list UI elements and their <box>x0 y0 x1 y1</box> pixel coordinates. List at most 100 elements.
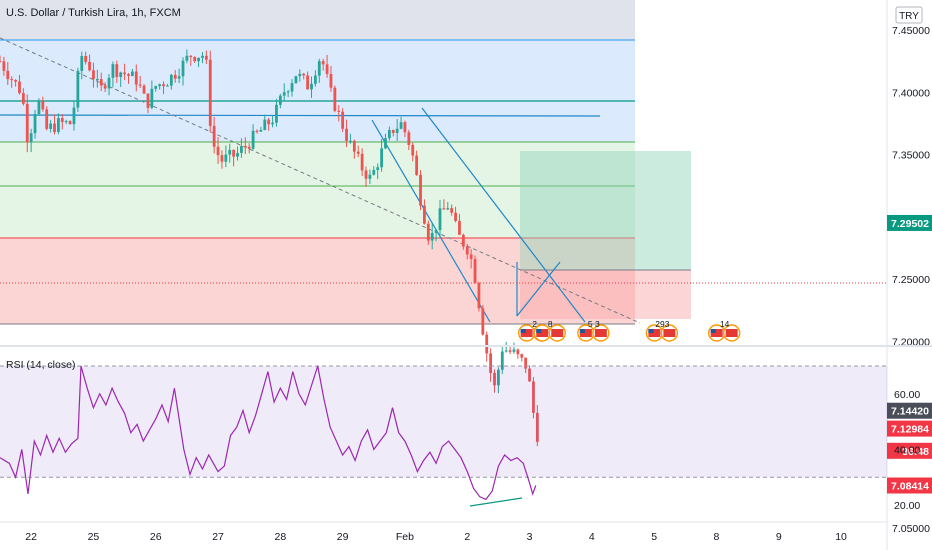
candle-body <box>380 148 383 168</box>
price-axis-ticks: 7.450007.400007.350007.250007.200007.050… <box>892 25 930 535</box>
candle-body <box>127 74 130 76</box>
candle-body <box>21 93 25 104</box>
rsi-divergence-line[interactable] <box>469 497 523 507</box>
time-tick-label: 2 <box>464 531 470 543</box>
candle-body <box>454 212 457 221</box>
us-flag-icon <box>663 329 676 337</box>
candle-body <box>197 57 200 62</box>
candle-body <box>138 84 142 86</box>
price-label-box <box>887 420 932 437</box>
fib-zone-blue <box>0 40 635 142</box>
currency-button[interactable] <box>895 6 923 24</box>
candle-body <box>95 79 99 81</box>
candle-body <box>438 208 442 231</box>
rsi-band-fill <box>0 366 887 478</box>
event-count: 5 3 <box>588 319 600 329</box>
candle-body <box>399 122 403 129</box>
candle-body <box>317 61 321 76</box>
candle-body <box>395 128 399 133</box>
candle-body <box>166 85 169 87</box>
economic-events: 2 8 5 3 293 14 <box>517 319 741 342</box>
candle-body <box>376 167 380 170</box>
candle-body <box>298 73 302 77</box>
us-flag-icon <box>536 329 549 337</box>
candle-body <box>119 72 123 78</box>
candle-body <box>247 146 251 149</box>
price-tick-label: 7.35000 <box>892 150 930 162</box>
price-label-box <box>887 442 932 459</box>
candle-body <box>321 61 325 65</box>
price-label-text: 7.14420 <box>891 406 929 418</box>
candle-body <box>528 368 531 382</box>
candle-body <box>208 59 212 126</box>
candle-body <box>450 208 454 213</box>
candle-body <box>64 121 68 123</box>
candle-body <box>236 152 239 157</box>
candle-body <box>6 70 10 80</box>
candle-body <box>0 61 2 63</box>
event-marker: 293 <box>645 319 679 342</box>
candle-body <box>216 146 220 156</box>
candle-body <box>458 220 461 235</box>
candle-body <box>524 357 528 369</box>
candle-body <box>204 55 208 60</box>
candle-body <box>201 55 204 58</box>
fib-zone-top <box>0 0 635 40</box>
candle-body <box>337 110 341 112</box>
candle-body <box>224 154 228 162</box>
candle-body <box>391 130 395 133</box>
channel-base-line-2[interactable] <box>516 261 561 317</box>
us-flag-icon <box>536 329 542 333</box>
candle-body <box>169 74 173 86</box>
channel-upper-line[interactable] <box>421 107 586 323</box>
currency-label: TRY <box>899 11 919 22</box>
candle-body <box>345 128 348 141</box>
candle-body <box>142 85 146 94</box>
price-tick-label: 7.45000 <box>892 25 930 37</box>
event-marker: 14 <box>707 319 741 342</box>
candle-body <box>49 123 53 129</box>
us-flag-icon <box>648 329 654 333</box>
candle-body <box>2 61 6 71</box>
us-flag-icon <box>520 329 533 337</box>
candle-body <box>84 56 88 62</box>
position-stop-zone[interactable] <box>520 270 691 319</box>
candle-body <box>72 107 76 125</box>
candle-body <box>313 75 317 84</box>
candle-body <box>446 208 450 210</box>
candle-body <box>181 60 185 77</box>
position-target-zone[interactable] <box>520 151 691 270</box>
candle-body <box>267 119 271 125</box>
candle-body <box>481 308 485 335</box>
candle-body <box>88 61 91 71</box>
time-tick-label: 27 <box>212 531 224 543</box>
candle-body <box>415 155 419 175</box>
rsi-tick-label: 20.00 <box>894 500 920 512</box>
rsi-label: RSI (14, close) <box>6 359 75 371</box>
candle-body <box>294 76 298 84</box>
channel-lower-line[interactable] <box>371 119 491 323</box>
candle-body <box>349 140 352 142</box>
time-tick-label: 22 <box>25 531 37 543</box>
candle-body <box>461 234 465 247</box>
candle-body <box>426 223 430 241</box>
candle-body <box>520 354 524 358</box>
candle-body <box>25 103 29 143</box>
candle-body <box>368 174 372 179</box>
time-tick-label: 26 <box>150 531 162 543</box>
candle-body <box>504 350 508 352</box>
candle-body <box>512 349 516 352</box>
candle-body <box>228 149 232 155</box>
candle-body <box>154 86 158 89</box>
candle-body <box>364 170 368 179</box>
candle-body <box>423 205 426 224</box>
price-labels: 7.29502 7.14420 7.12984 36:48 7.08414 <box>887 214 932 494</box>
candle-body <box>158 84 162 87</box>
horizontal-support-line[interactable] <box>0 114 601 117</box>
price-tick-label: 7.05000 <box>892 523 930 535</box>
time-tick-label: 8 <box>714 531 720 543</box>
us-flag-icon <box>551 329 564 337</box>
dashed-trend-line[interactable] <box>0 37 641 324</box>
candle-body <box>407 132 411 145</box>
